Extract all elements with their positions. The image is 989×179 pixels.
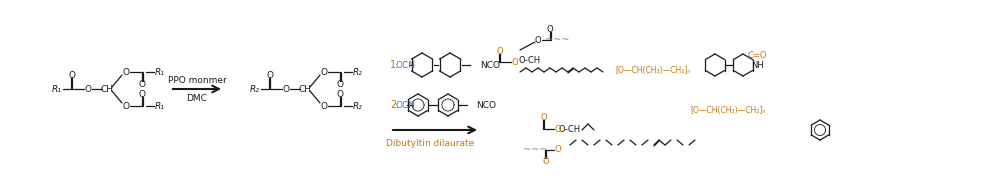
Text: R₁: R₁ [155, 67, 165, 76]
Text: O: O [320, 101, 327, 110]
Text: Dibutyltin dilaurate: Dibutyltin dilaurate [386, 139, 474, 147]
Text: C=O: C=O [748, 50, 766, 59]
Text: O: O [496, 47, 503, 55]
Text: CH: CH [299, 84, 312, 93]
Text: R₂: R₂ [250, 84, 260, 93]
Text: O: O [541, 112, 547, 122]
Text: [O—CH(CH₃)—CH₂]ₙ: [O—CH(CH₃)—CH₂]ₙ [690, 105, 765, 115]
Text: R₁: R₁ [155, 101, 165, 110]
Text: CH: CH [101, 84, 114, 93]
Text: R₂: R₂ [353, 67, 363, 76]
Text: O: O [283, 84, 290, 93]
Text: 2.: 2. [390, 100, 400, 110]
Text: O: O [535, 35, 541, 45]
Text: O-CH: O-CH [559, 125, 582, 134]
Text: O-CH: O-CH [519, 55, 541, 64]
Text: O: O [266, 71, 274, 79]
Text: O: O [511, 57, 518, 67]
Text: [O—CH(CH₃)—CH₂]ₙ: [O—CH(CH₃)—CH₂]ₙ [615, 66, 690, 74]
Text: PPO monmer: PPO monmer [167, 76, 226, 84]
Text: OCN: OCN [395, 100, 415, 110]
Text: R₂: R₂ [353, 101, 363, 110]
Text: NCO: NCO [480, 61, 500, 69]
Text: O: O [543, 156, 549, 166]
Text: O: O [336, 90, 343, 98]
Text: ~~~: ~~~ [523, 145, 547, 155]
Text: OCN: OCN [395, 61, 415, 69]
Text: O: O [138, 90, 145, 98]
Text: O: O [123, 101, 130, 110]
Text: O: O [320, 67, 327, 76]
Text: O: O [555, 125, 562, 134]
Text: O: O [68, 71, 75, 79]
Text: O: O [336, 79, 343, 88]
Text: NH: NH [751, 61, 764, 69]
Text: O: O [555, 146, 562, 154]
Text: O: O [138, 79, 145, 88]
Text: 1.: 1. [390, 60, 400, 70]
Text: O: O [547, 25, 553, 33]
Text: O: O [84, 84, 92, 93]
Text: ~~~: ~~~ [545, 35, 570, 45]
Text: DMC: DMC [187, 93, 208, 103]
Text: NCO: NCO [476, 100, 496, 110]
Text: O: O [123, 67, 130, 76]
Text: R₁: R₁ [52, 84, 62, 93]
